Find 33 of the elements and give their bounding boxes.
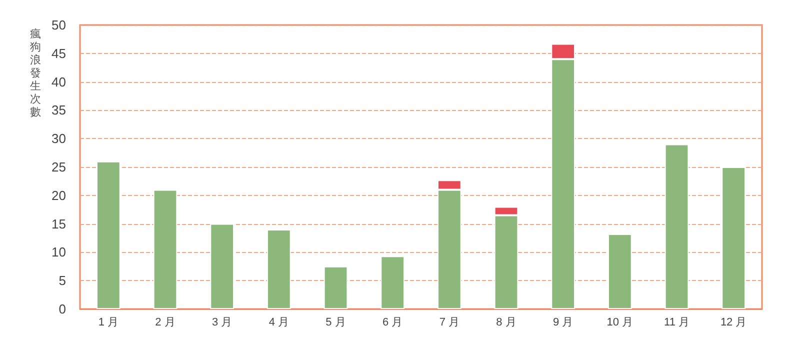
- x-tick-label: 8 月: [496, 316, 516, 328]
- x-tick-label: 11 月: [664, 316, 690, 328]
- y-tick-label: 40: [52, 74, 66, 90]
- x-tick-label: 3 月: [212, 316, 232, 328]
- y-tick-label: 15: [52, 216, 66, 232]
- x-tick-label: 7 月: [439, 316, 460, 328]
- bar: [210, 224, 234, 309]
- y-tick-label: 0: [58, 302, 66, 316]
- y-tick-label: 50: [52, 18, 66, 32]
- x-tick-label: 4 月: [268, 316, 290, 328]
- y-tick-label: 45: [52, 46, 66, 61]
- x-tick-label: 1 月: [98, 316, 119, 328]
- x-tick-label: 5 月: [326, 316, 346, 328]
- x-tick-label: 2 月: [155, 316, 176, 328]
- x-tick-label: 6 月: [382, 316, 403, 328]
- bar: [266, 229, 291, 309]
- y-tick-label: 30: [52, 131, 66, 146]
- bar: [608, 234, 632, 309]
- bar: [722, 167, 746, 309]
- y-tick-label: 10: [52, 244, 66, 260]
- x-tick-label: 9 月: [552, 316, 574, 328]
- bar: [380, 256, 405, 309]
- bar: [664, 144, 689, 309]
- y-tick-label: 20: [52, 188, 66, 203]
- bar: [96, 161, 120, 309]
- y-axis-title: 瘋狗浪發生次數: [30, 28, 41, 118]
- x-tick-label: 10 月: [606, 316, 634, 328]
- y-tick-label: 5: [58, 273, 66, 288]
- bar: [153, 190, 178, 309]
- y-tick-label: 35: [52, 102, 66, 118]
- x-tick-label: 12 月: [720, 316, 747, 328]
- bar: [324, 266, 348, 309]
- y-tick-label: 25: [52, 160, 66, 174]
